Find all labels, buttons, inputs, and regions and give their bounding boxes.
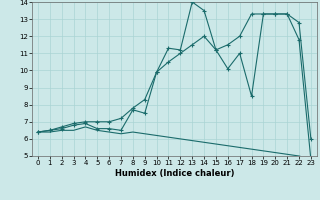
X-axis label: Humidex (Indice chaleur): Humidex (Indice chaleur) bbox=[115, 169, 234, 178]
